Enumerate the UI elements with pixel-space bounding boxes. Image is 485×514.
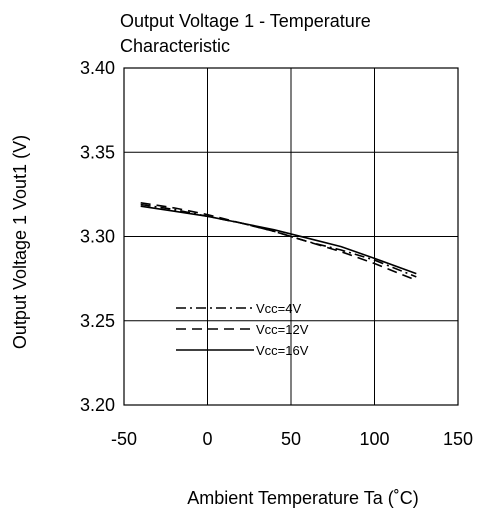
x-tick-label: 50 xyxy=(281,429,301,449)
y-tick-label: 3.20 xyxy=(80,395,115,415)
x-tick-label: 100 xyxy=(359,429,389,449)
series-line-vcc-12v xyxy=(140,202,417,282)
y-tick-labels: 3.20 3.25 3.30 3.35 3.40 xyxy=(80,58,115,415)
x-tick-label: -50 xyxy=(111,429,137,449)
x-tick-label: 150 xyxy=(443,429,473,449)
series-lines xyxy=(140,202,417,282)
x-tick-label: 0 xyxy=(202,429,212,449)
series-line-vcc-4v xyxy=(140,203,417,278)
x-tick-labels: -50 0 50 100 150 xyxy=(111,429,473,449)
y-tick-label: 3.25 xyxy=(80,311,115,331)
x-axis-label: Ambient Temperature Ta (˚C) xyxy=(187,488,418,508)
y-tick-label: 3.40 xyxy=(80,58,115,78)
legend: Vcc=4V Vcc=12V Vcc=16V xyxy=(176,301,309,358)
grid-lines xyxy=(124,68,458,405)
legend-label: Vcc=4V xyxy=(256,301,301,316)
y-axis-label: Output Voltage 1 Vout1 (V) xyxy=(10,135,30,349)
y-tick-label: 3.35 xyxy=(80,142,115,162)
chart-title-line-2: Characteristic xyxy=(120,36,230,56)
plot-frame xyxy=(123,67,459,406)
y-tick-label: 3.30 xyxy=(80,227,115,247)
series-line-vcc-16v xyxy=(140,205,417,275)
chart-title-line-1: Output Voltage 1 - Temperature xyxy=(120,11,371,31)
legend-label: Vcc=12V xyxy=(256,322,309,337)
legend-label: Vcc=16V xyxy=(256,343,309,358)
